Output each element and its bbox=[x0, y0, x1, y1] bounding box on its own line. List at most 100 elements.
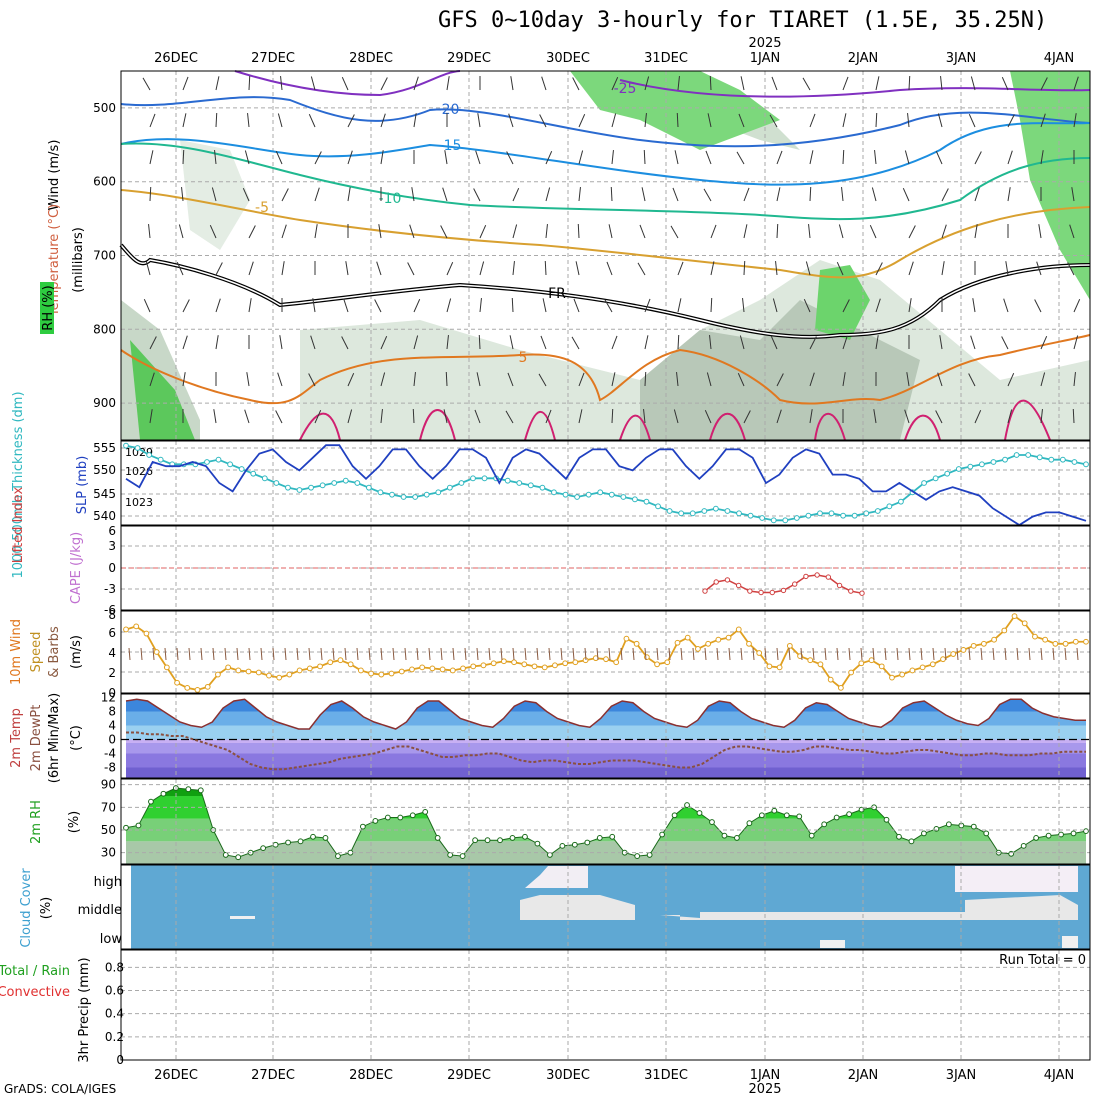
wind-barb bbox=[244, 150, 250, 165]
wind10m-point bbox=[368, 670, 375, 677]
low-level-line bbox=[299, 399, 1051, 441]
wind-barb bbox=[670, 225, 679, 239]
wind10m-barb bbox=[428, 647, 431, 661]
wind10m-point bbox=[133, 623, 140, 630]
wind10m-point bbox=[960, 647, 967, 653]
wind-barb bbox=[409, 224, 415, 239]
wind10m-point bbox=[899, 671, 906, 678]
wind-barb bbox=[641, 187, 646, 202]
wind10m-barb bbox=[704, 647, 707, 661]
wind-barb bbox=[677, 334, 680, 350]
wind10m-point bbox=[296, 667, 303, 674]
wind10m-barb bbox=[1040, 647, 1043, 661]
wind10m-point bbox=[562, 660, 569, 667]
wind10m-point bbox=[194, 687, 201, 693]
temp2m-panel bbox=[120, 693, 1091, 779]
wind-barb bbox=[1069, 224, 1075, 239]
wind10m-point bbox=[490, 660, 497, 667]
isotherm-line bbox=[619, 79, 1091, 98]
wind-barb bbox=[176, 262, 184, 276]
ylabel-barbs: & Barbs bbox=[47, 626, 62, 678]
temp-band bbox=[126, 699, 1086, 712]
wind-barb bbox=[611, 335, 618, 350]
rh2m-point bbox=[260, 845, 267, 852]
wind-barb bbox=[479, 298, 482, 313]
wind10m-point bbox=[613, 659, 620, 666]
wind-barb bbox=[939, 335, 943, 350]
thickness-point bbox=[377, 489, 384, 496]
wind-barb bbox=[215, 335, 219, 350]
wind-barb bbox=[904, 150, 910, 165]
wind10m-point bbox=[511, 659, 517, 666]
thickness-point bbox=[527, 482, 534, 489]
lifted-index-point bbox=[803, 573, 809, 580]
rh2m-point bbox=[422, 808, 429, 815]
precip-panel bbox=[120, 949, 1091, 1061]
wind-barb bbox=[308, 373, 316, 387]
thickness-point bbox=[828, 510, 835, 517]
wind-barb bbox=[215, 298, 221, 313]
wind10m-barb bbox=[596, 647, 599, 661]
wind-barb bbox=[578, 409, 583, 424]
wind10m-point bbox=[174, 679, 180, 686]
wind-barb bbox=[643, 149, 646, 165]
rh2m-point bbox=[821, 821, 828, 828]
wind-barb bbox=[275, 151, 283, 165]
y-tick-label: 600 bbox=[93, 175, 116, 189]
wind-barb bbox=[974, 187, 980, 202]
ylabel-precip: 3hr Precip (mm) bbox=[77, 957, 92, 1062]
wind-barb bbox=[974, 410, 982, 424]
wind-barb bbox=[215, 262, 223, 276]
wind10m-barb bbox=[344, 647, 347, 661]
wind-barb bbox=[182, 149, 185, 165]
wind10m-point bbox=[337, 657, 344, 664]
y-tick-label: 800 bbox=[93, 322, 116, 336]
wind-barb bbox=[214, 150, 217, 165]
wind-barb bbox=[677, 76, 680, 91]
wind-barb bbox=[374, 299, 382, 313]
wind10m-barb bbox=[452, 647, 455, 661]
wind-barb bbox=[875, 112, 878, 128]
thickness-point bbox=[285, 484, 291, 491]
y-tick-label: -6 bbox=[104, 603, 116, 617]
wind10m-barb bbox=[656, 647, 659, 661]
temp-band bbox=[126, 725, 1086, 740]
wind-barb bbox=[479, 261, 485, 276]
thickness-point bbox=[574, 494, 580, 500]
wind-barb bbox=[769, 114, 778, 128]
wind10m-barb bbox=[248, 647, 251, 661]
rh2m-point bbox=[1033, 835, 1040, 841]
thickness-point bbox=[238, 466, 245, 472]
wind-barb bbox=[542, 298, 547, 313]
wind-barb bbox=[578, 150, 584, 165]
thickness-point bbox=[782, 517, 789, 524]
thickness-point bbox=[446, 484, 453, 491]
rh2m-point bbox=[609, 833, 616, 840]
wind-barb bbox=[968, 373, 976, 387]
wind10m-point bbox=[409, 666, 415, 673]
wind10m-point bbox=[1052, 640, 1059, 647]
rh2m-point bbox=[646, 852, 653, 858]
rh2m-point bbox=[771, 807, 778, 814]
wind-barb bbox=[738, 113, 745, 128]
wind-barb bbox=[477, 113, 481, 128]
wind-barb bbox=[908, 225, 916, 239]
wind10m-point bbox=[1042, 636, 1049, 643]
wind-barb bbox=[413, 372, 416, 387]
wind-barb bbox=[506, 151, 514, 165]
wind10m-barb bbox=[884, 647, 887, 661]
wind10m-barb bbox=[644, 647, 647, 661]
rh2m-point bbox=[659, 831, 666, 838]
isotherm-label: FR bbox=[548, 286, 566, 302]
thickness-point bbox=[227, 461, 233, 468]
ylabel-wind-units: (m/s) bbox=[69, 635, 84, 669]
thickness-point bbox=[504, 477, 511, 484]
thickness-point bbox=[608, 491, 615, 498]
wind10m-barb bbox=[224, 647, 227, 661]
wind-barb bbox=[743, 224, 748, 239]
wind10m-barb bbox=[812, 647, 815, 661]
y-tick-label: 0.4 bbox=[105, 1007, 124, 1021]
rh2m-point bbox=[497, 837, 503, 844]
rh2m-point bbox=[945, 821, 952, 828]
wind-barb bbox=[545, 151, 553, 165]
